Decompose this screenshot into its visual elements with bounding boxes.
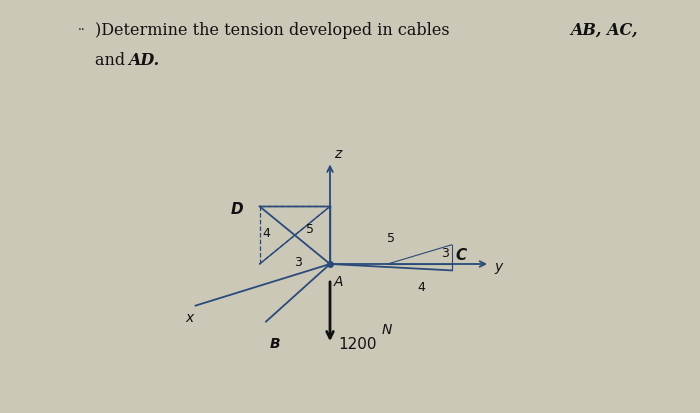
Text: 4: 4	[417, 280, 425, 293]
Text: z: z	[334, 146, 342, 160]
Text: AD.: AD.	[128, 52, 160, 69]
Text: 3: 3	[295, 255, 302, 268]
Text: 5: 5	[387, 231, 395, 244]
Text: )Determine the tension developed in cables: )Determine the tension developed in cabl…	[95, 22, 455, 39]
Text: AB, AC,: AB, AC,	[570, 22, 638, 39]
Text: 4: 4	[262, 226, 270, 239]
Text: B: B	[270, 336, 281, 350]
Text: 5: 5	[306, 223, 314, 235]
Text: C: C	[456, 248, 467, 263]
Text: and: and	[95, 52, 130, 69]
Text: D: D	[231, 202, 244, 216]
Text: y: y	[494, 259, 503, 273]
Text: 1200: 1200	[338, 336, 377, 351]
Text: A: A	[334, 274, 344, 288]
Text: N: N	[382, 322, 393, 336]
Text: x: x	[186, 310, 194, 324]
Text: 3: 3	[442, 246, 449, 259]
Text: ..: ..	[78, 20, 85, 33]
